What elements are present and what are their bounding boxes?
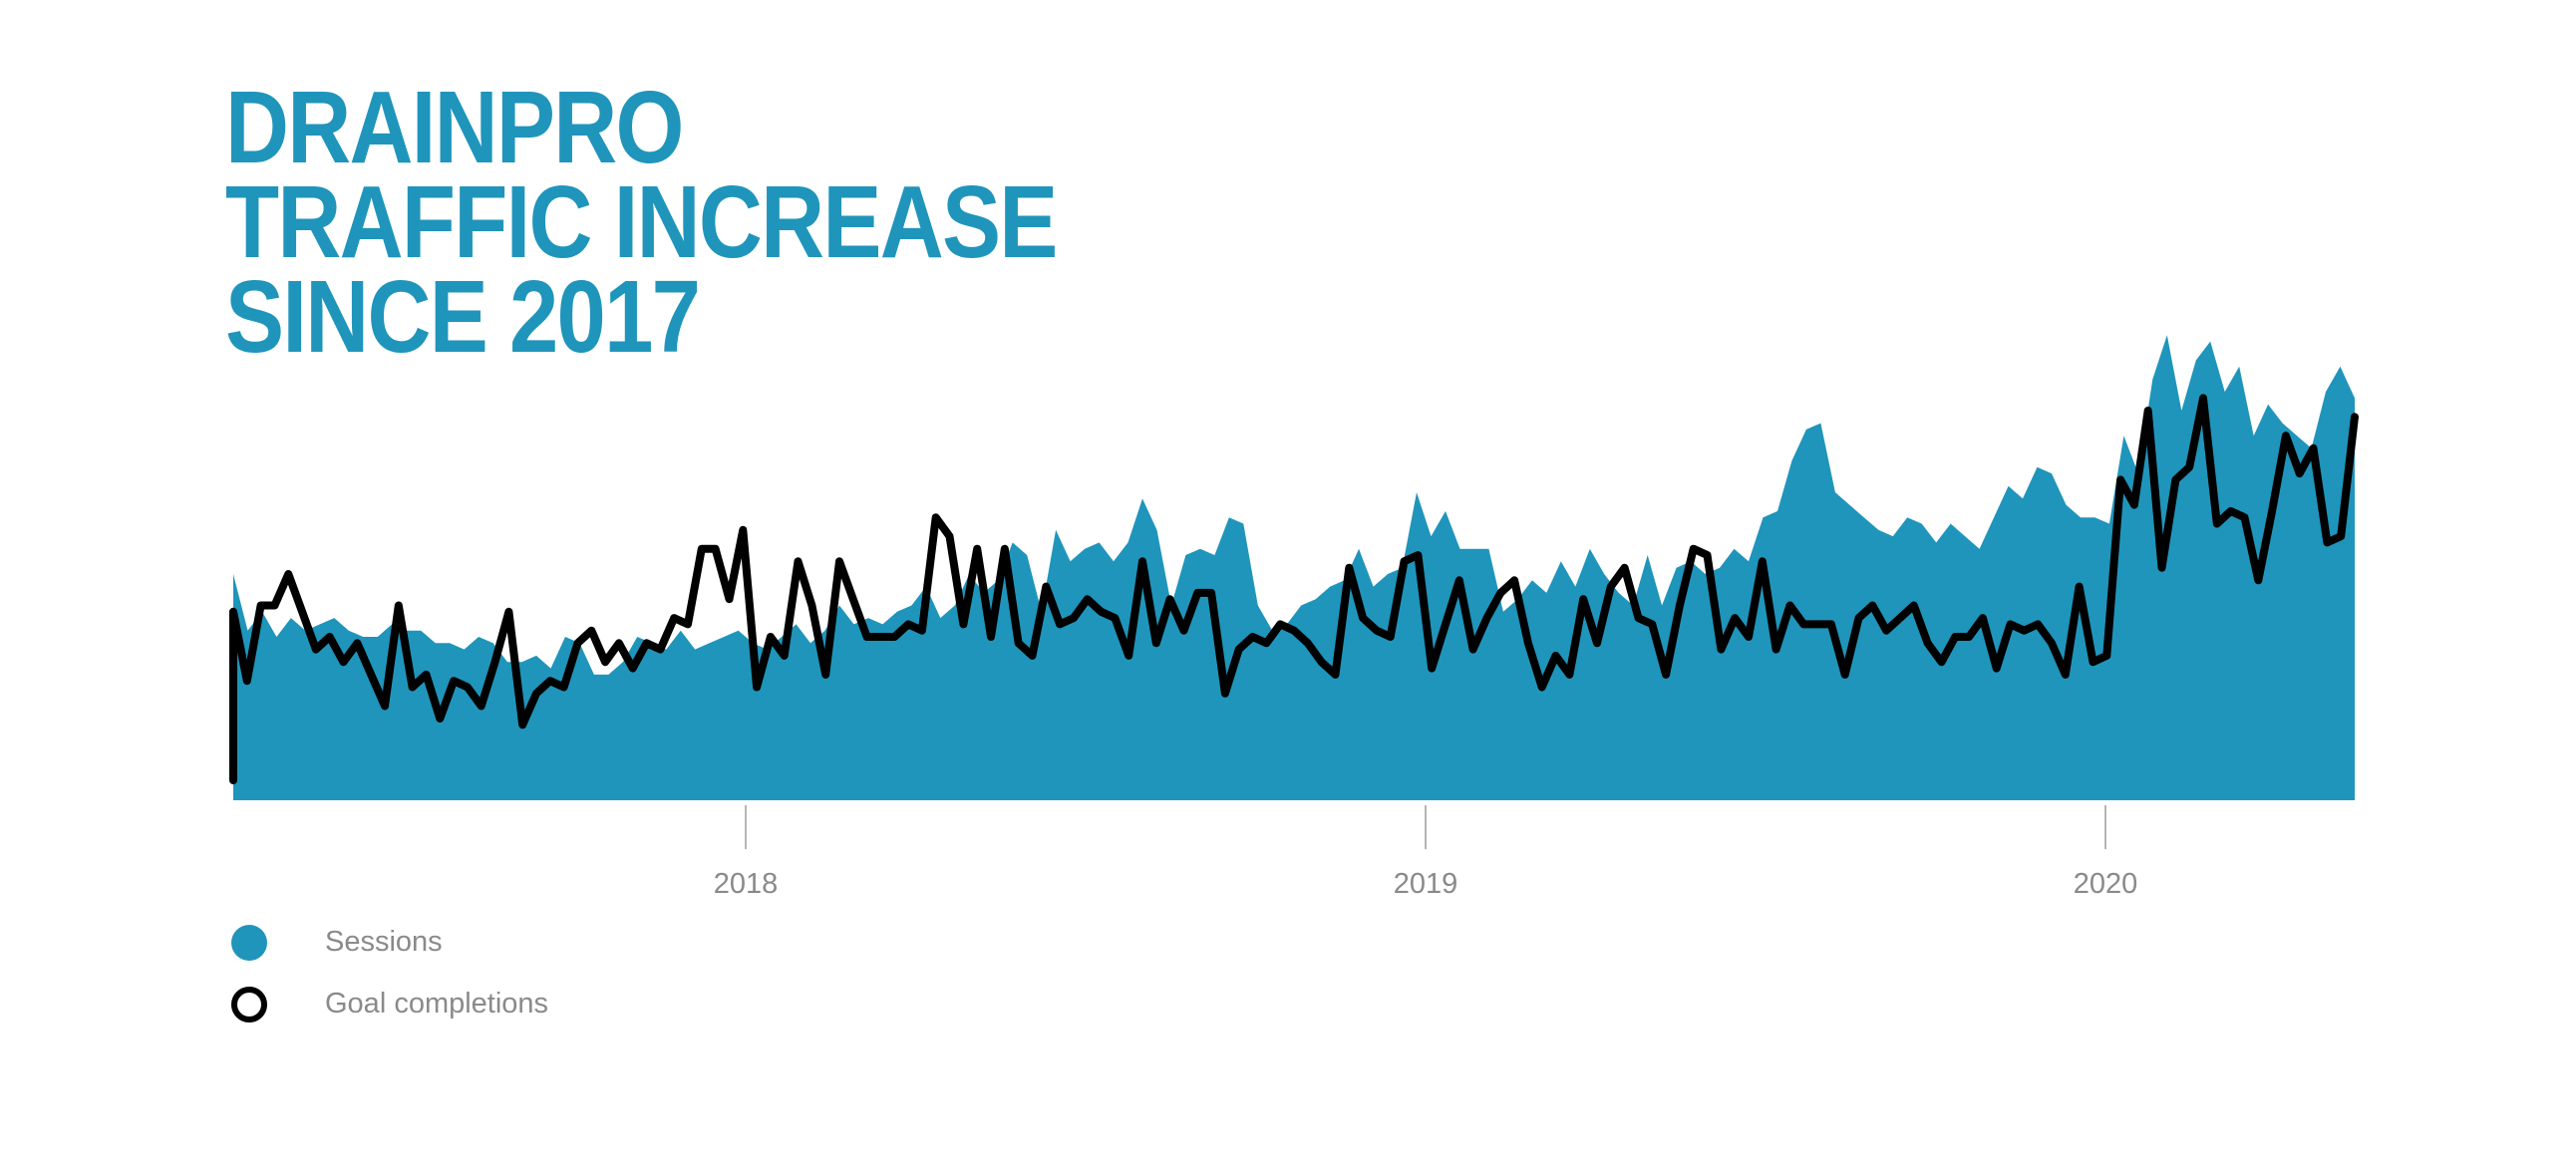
title-line: SINCE 2017 (225, 259, 701, 374)
series-layer (229, 335, 2359, 800)
chart-title: DRAINPRO TRAFFIC INCREASE SINCE 2017 (225, 70, 1058, 374)
goal-completions-line (229, 394, 2359, 784)
x-tick-label: 2018 (714, 868, 779, 900)
legend-item-goal-completions: Goal completions (229, 987, 827, 1036)
x-tick-label: 2019 (1394, 868, 1458, 900)
legend-label-sessions: Sessions (325, 926, 443, 958)
legend-item-sessions: Sessions (229, 925, 827, 975)
sessions-area (233, 335, 2355, 800)
sessions-marker-icon (231, 925, 267, 961)
x-axis: 2018 2019 2020 (714, 805, 2138, 900)
legend-label-goal-completions: Goal completions (325, 988, 549, 1020)
goal-completions-marker-icon (231, 987, 267, 1022)
x-tick-label: 2020 (2074, 868, 2138, 900)
title-line: DRAINPRO (225, 70, 684, 184)
title-line: TRAFFIC INCREASE (225, 164, 1058, 279)
